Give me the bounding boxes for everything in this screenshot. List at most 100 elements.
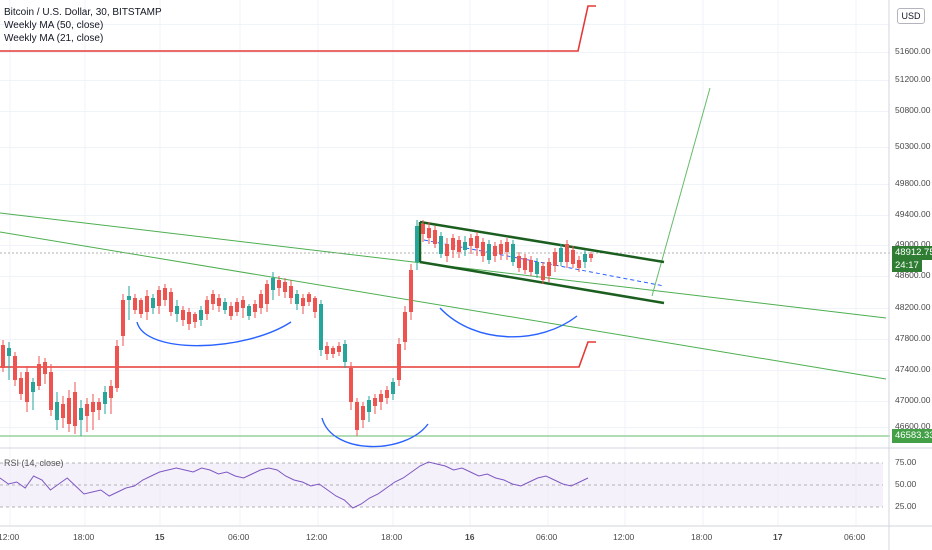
candle (295, 290, 299, 310)
candle (373, 394, 377, 414)
candle (325, 342, 329, 360)
candle (103, 386, 107, 414)
rsi-pane (0, 461, 883, 509)
projection-line (651, 87, 711, 297)
time-tick: 18:00 (381, 532, 403, 542)
time-tick: 15 (155, 532, 165, 542)
grid (0, 0, 889, 526)
candle (439, 232, 443, 258)
candle (319, 300, 323, 356)
candle (355, 398, 359, 436)
time-tick: 17 (773, 532, 783, 542)
candle (367, 396, 371, 422)
candle (427, 222, 431, 244)
candle (493, 242, 497, 262)
price-tick: 50800.00 (895, 105, 931, 115)
rsi-legend[interactable]: RSI (14, close) (4, 458, 64, 468)
price-tick: 49400.00 (895, 209, 931, 219)
candle (97, 398, 101, 420)
price-tick: 47000.00 (895, 395, 931, 405)
candle (301, 294, 305, 314)
candle (181, 306, 185, 326)
candle (253, 300, 257, 318)
candle (235, 298, 239, 316)
price-tick: 47400.00 (895, 364, 931, 374)
candle (289, 280, 293, 304)
candle (145, 290, 149, 320)
candle (79, 400, 83, 436)
countdown-value: 24:17 (895, 260, 919, 271)
candle (133, 294, 137, 314)
bull-flag-channel (418, 220, 665, 305)
candle (91, 394, 95, 430)
price-tick: 49800.00 (895, 178, 931, 188)
candle (49, 364, 53, 416)
price-tick: 50300.00 (895, 141, 931, 151)
price-tick: 48600.00 (895, 270, 931, 280)
candle (73, 382, 77, 434)
time-tick: 12:00 (613, 532, 635, 542)
countdown-tag: 24:17 (892, 260, 922, 272)
candle (475, 232, 479, 256)
candle (403, 306, 407, 350)
candle (337, 342, 341, 356)
chart-legend: Bitcoin / U.S. Dollar, 30, BITSTAMP Week… (4, 6, 162, 45)
candle (415, 220, 419, 270)
candle (577, 256, 581, 272)
candle (151, 294, 155, 314)
rsi-tick: 50.00 (895, 479, 917, 489)
candle (307, 292, 311, 306)
candle (391, 378, 395, 400)
currency-badge[interactable]: USD (897, 8, 925, 24)
candle (445, 238, 449, 262)
candle (559, 244, 563, 266)
time-tick: 06:00 (228, 532, 250, 542)
candle (469, 234, 473, 254)
candle (13, 352, 17, 386)
candle (331, 346, 335, 358)
symbol-title[interactable]: Bitcoin / U.S. Dollar, 30, BITSTAMP (4, 7, 162, 18)
candle (127, 286, 131, 320)
weekly-ma-upper-line (0, 5, 596, 52)
candle (553, 248, 557, 272)
candle (385, 386, 389, 404)
candle (187, 308, 191, 330)
time-tick: 12:00 (0, 532, 20, 542)
candle (451, 234, 455, 258)
support-price-value: 46583.33 (895, 430, 932, 441)
candle (565, 240, 569, 268)
time-tick: 18:00 (73, 532, 95, 542)
candle (343, 340, 347, 368)
candle (277, 276, 281, 296)
candle (433, 226, 437, 248)
rsi-tick: 25.00 (895, 501, 917, 511)
time-tick: 18:00 (691, 532, 713, 542)
candle (229, 302, 233, 320)
candle (547, 258, 551, 282)
candle (1, 340, 5, 372)
candle (193, 312, 197, 328)
candle (115, 340, 119, 392)
candle (199, 306, 203, 326)
current-price-tag: 48912.75 (892, 246, 932, 260)
candle (241, 296, 245, 318)
ma21-label[interactable]: Weekly MA (21, close) (4, 33, 104, 44)
candle (7, 342, 11, 380)
candle (589, 252, 593, 262)
ma50-label[interactable]: Weekly MA (50, close) (4, 20, 104, 31)
candle (517, 252, 521, 272)
price-tick: 47800.00 (895, 333, 931, 343)
rsi-tick: 75.00 (895, 457, 917, 467)
candle (529, 256, 533, 276)
candle (25, 366, 29, 412)
price-tick: 49000.00 (895, 239, 931, 249)
candle (379, 390, 383, 410)
time-tick: 06:00 (536, 532, 558, 542)
candle (487, 240, 491, 264)
candle (109, 380, 113, 414)
candle (67, 390, 71, 432)
candle (535, 258, 539, 278)
candle (271, 272, 275, 300)
candle (397, 338, 401, 386)
